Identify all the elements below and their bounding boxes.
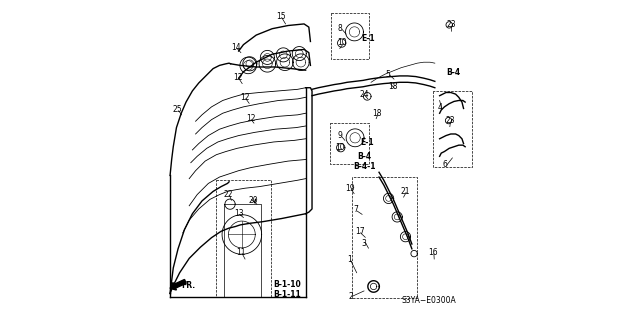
Text: B-1-10: B-1-10 <box>273 280 301 289</box>
Text: 21: 21 <box>401 187 410 196</box>
Text: 19: 19 <box>345 184 355 193</box>
Text: B-1-11: B-1-11 <box>273 290 301 299</box>
Text: 15: 15 <box>276 12 285 21</box>
Text: E-1: E-1 <box>360 138 373 147</box>
Text: 2: 2 <box>349 292 353 300</box>
Text: 12: 12 <box>246 114 255 123</box>
Text: FR.: FR. <box>182 281 196 290</box>
Text: 3: 3 <box>361 239 366 248</box>
Text: 17: 17 <box>355 227 364 236</box>
Text: B-4: B-4 <box>357 152 371 161</box>
Text: 18: 18 <box>372 109 381 118</box>
Text: 23: 23 <box>447 20 456 29</box>
Text: 10: 10 <box>335 143 345 152</box>
Text: 6: 6 <box>443 160 448 169</box>
Text: 24: 24 <box>359 90 369 99</box>
Text: 9: 9 <box>338 131 342 140</box>
Text: 11: 11 <box>236 248 246 257</box>
Text: 4: 4 <box>438 103 443 112</box>
Text: B-4-1: B-4-1 <box>353 162 375 171</box>
Text: 12: 12 <box>233 73 243 82</box>
Text: 16: 16 <box>428 249 438 257</box>
Text: S3YA−E0300A: S3YA−E0300A <box>402 296 456 305</box>
Text: 20: 20 <box>248 196 258 205</box>
Text: 13: 13 <box>234 209 243 218</box>
Text: B-4: B-4 <box>446 68 460 77</box>
Text: 10: 10 <box>337 38 346 47</box>
Text: 1: 1 <box>348 256 353 264</box>
Text: E-1: E-1 <box>361 34 374 43</box>
Text: 18: 18 <box>388 82 398 91</box>
Text: 7: 7 <box>354 205 358 214</box>
Text: 22: 22 <box>224 190 233 199</box>
Text: 25: 25 <box>173 105 182 114</box>
Text: 12: 12 <box>240 93 250 102</box>
Text: 5: 5 <box>386 70 390 78</box>
Text: 8: 8 <box>338 24 342 33</box>
FancyArrow shape <box>170 279 186 290</box>
Text: 14: 14 <box>232 43 241 52</box>
Text: 23: 23 <box>445 116 454 125</box>
